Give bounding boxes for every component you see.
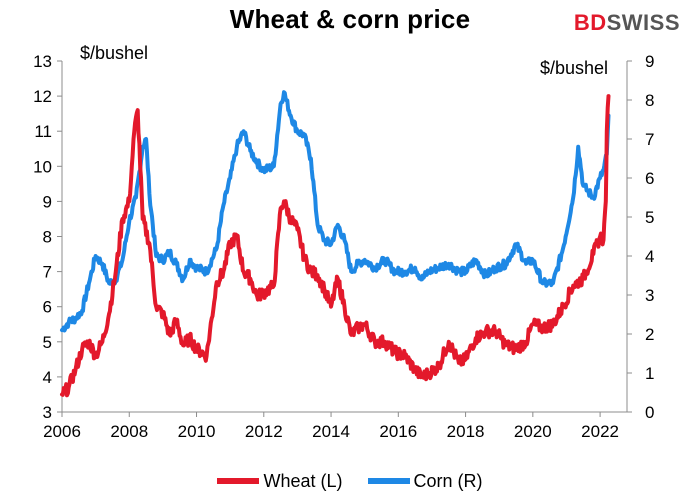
legend-swatch-wheat — [217, 478, 260, 484]
right-tick-label: 4 — [645, 247, 654, 266]
right-tick-label: 1 — [645, 364, 654, 383]
x-tick-label: 2014 — [312, 422, 350, 441]
brand-logo: BDSWISS — [574, 10, 680, 36]
left-axis-unit: $/bushel — [80, 43, 148, 63]
left-tick-label: 4 — [43, 368, 52, 387]
left-tick-label: 6 — [43, 298, 52, 317]
x-tick-label: 2012 — [245, 422, 283, 441]
legend: Wheat (L) Corn (R) — [0, 468, 700, 492]
left-tick-label: 10 — [33, 157, 52, 176]
x-tick-label: 2020 — [514, 422, 552, 441]
left-tick-label: 8 — [43, 228, 52, 247]
left-tick-label: 5 — [43, 333, 52, 352]
right-tick-label: 6 — [645, 169, 654, 188]
corn-series-line — [60, 90, 611, 333]
legend-item-corn: Corn (R) — [367, 470, 483, 492]
x-tick-label: 2016 — [379, 422, 417, 441]
right-tick-label: 2 — [645, 325, 654, 344]
right-tick-label: 9 — [645, 52, 654, 71]
right-tick-label: 0 — [645, 403, 654, 422]
brand-logo-swiss: SWISS — [606, 10, 680, 35]
legend-label-corn: Corn (R) — [413, 470, 483, 491]
x-tick-label: 2018 — [447, 422, 485, 441]
x-tick-label: 2006 — [43, 422, 81, 441]
x-tick-label: 2022 — [581, 422, 619, 441]
x-tick-label: 2008 — [110, 422, 148, 441]
left-tick-label: 9 — [43, 192, 52, 211]
legend-swatch-corn — [367, 478, 410, 484]
brand-logo-bd: BD — [573, 10, 607, 35]
wheat-series-line — [60, 94, 611, 398]
x-tick-label: 2010 — [178, 422, 216, 441]
right-tick-label: 3 — [645, 286, 654, 305]
left-tick-label: 3 — [43, 403, 52, 422]
right-tick-label: 7 — [645, 130, 654, 149]
legend-item-wheat: Wheat (L) — [217, 470, 343, 492]
legend-label-wheat: Wheat (L) — [263, 470, 343, 491]
right-tick-label: 5 — [645, 208, 654, 227]
left-tick-label: 12 — [33, 87, 52, 106]
left-tick-label: 11 — [34, 122, 52, 141]
right-axis-unit: $/bushel — [540, 58, 608, 78]
chart-title: Wheat & corn price — [229, 4, 471, 34]
left-tick-label: 13 — [33, 52, 52, 71]
right-tick-label: 8 — [645, 91, 654, 110]
series-layer — [60, 90, 611, 398]
left-tick-label: 7 — [43, 263, 52, 282]
